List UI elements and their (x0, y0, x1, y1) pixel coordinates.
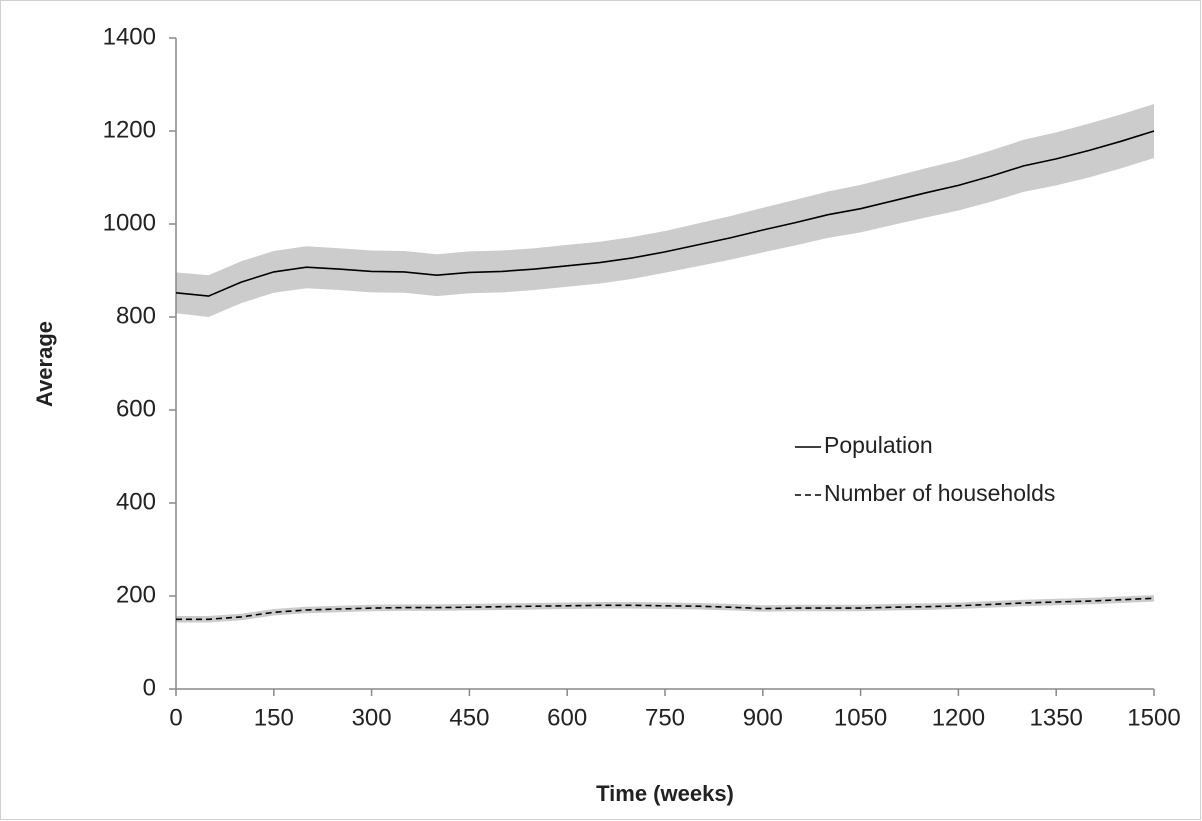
y-tick-label: 800 (116, 302, 156, 329)
x-axis-title: Time (weeks) (596, 781, 734, 806)
legend-label: Population (824, 432, 933, 458)
x-tick-label: 1200 (932, 704, 985, 731)
x-tick-label: 900 (743, 704, 783, 731)
x-tick-label: 1050 (834, 704, 887, 731)
confidence-band (176, 595, 1154, 623)
x-tick-label: 750 (645, 704, 685, 731)
x-tick-label: 0 (169, 704, 182, 731)
series-line (175, 130, 1155, 297)
x-tick-label: 300 (352, 704, 392, 731)
y-axis-title: Average (32, 321, 57, 407)
legend-label: Number of households (824, 480, 1055, 506)
y-tick-label: 600 (116, 395, 156, 422)
y-tick-label: 1400 (103, 23, 156, 50)
x-tick-label: 1350 (1030, 704, 1083, 731)
series-line (176, 597, 1155, 621)
x-tick-label: 450 (449, 704, 489, 731)
x-tick-label: 150 (254, 704, 294, 731)
x-tick-label: 1500 (1127, 704, 1180, 731)
x-tick-label: 600 (547, 704, 587, 731)
y-tick-label: 1200 (103, 116, 156, 143)
y-tick-label: 1000 (103, 209, 156, 236)
y-tick-label: 400 (116, 488, 156, 515)
y-tick-label: 200 (116, 581, 156, 608)
y-tick-label: 0 (143, 674, 156, 701)
confidence-band (176, 104, 1154, 317)
